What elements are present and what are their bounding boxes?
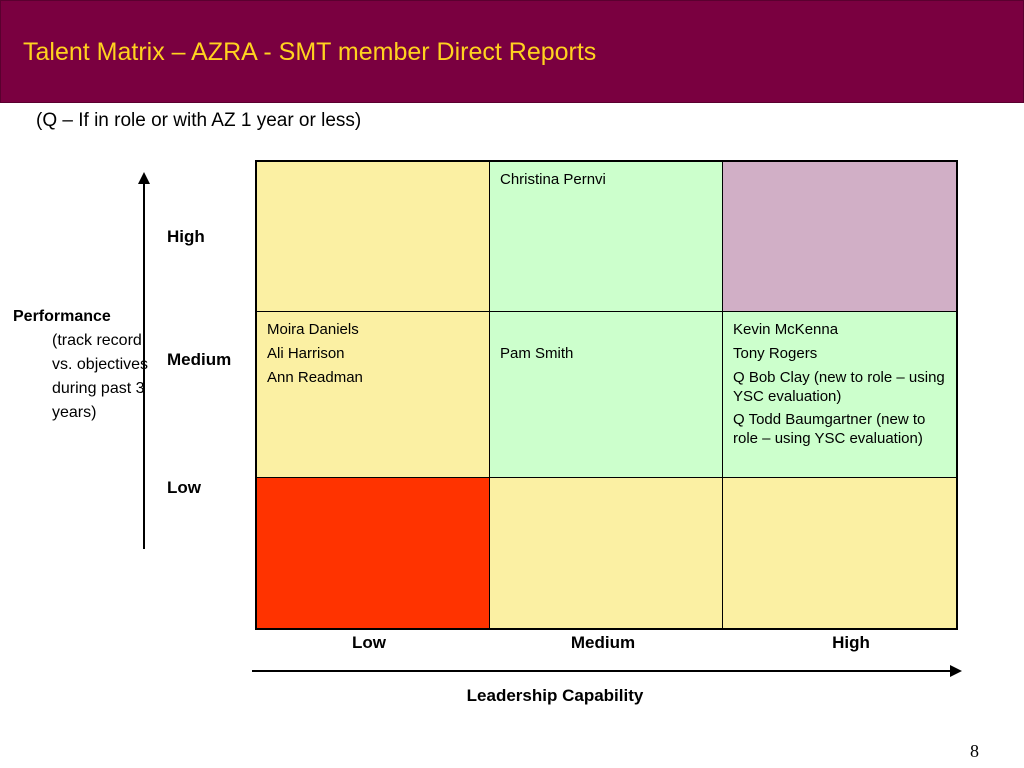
matrix-cell-low-perf-high-lead (723, 478, 956, 628)
y-axis-label: Performance (track record vs. objectives… (13, 305, 152, 425)
matrix-cell-high-perf-medium-lead: Christina Pernvi (490, 162, 723, 312)
employee-name: Kevin McKenna (733, 321, 839, 338)
employee-name: Pam Smith (500, 345, 574, 362)
x-axis-title: Leadership Capability (466, 686, 644, 705)
employee-name: Moira Daniels (267, 321, 359, 338)
matrix-cell-low-perf-medium-lead (490, 478, 723, 628)
x-axis-line (252, 670, 952, 672)
y-axis-line (143, 183, 145, 549)
page-number: 8 (970, 741, 979, 761)
matrix-cell-medium-perf-high-lead: Kevin McKenna Tony Rogers Q Bob Clay (new … (723, 312, 956, 478)
col-label-high: High (832, 633, 870, 652)
talent-matrix-grid: Christina Pernvi Moira Daniels Ali Harriso… (255, 160, 958, 630)
employee-name: Ann Readman (267, 369, 363, 386)
matrix-cell-medium-perf-low-lead: Moira Daniels Ali Harrison Ann Readman (257, 312, 490, 478)
employee-name: Christina Pernvi (500, 171, 606, 188)
slide-title: Talent Matrix – AZRA - SMT member Direct… (23, 38, 597, 66)
matrix-cell-medium-perf-medium-lead: Pam Smith (490, 312, 723, 478)
title-bar: Talent Matrix – AZRA - SMT member Direct… (0, 0, 1024, 103)
employee-name: Ali Harrison (267, 345, 345, 362)
col-label-medium: Medium (570, 633, 636, 652)
row-label-high: High (167, 227, 205, 246)
col-label-low: Low (352, 633, 386, 652)
employee-name: Q Bob Clay (new to role – using YSC eval… (733, 369, 945, 405)
y-axis-arrow-icon (138, 172, 150, 184)
matrix-cell-high-perf-high-lead (723, 162, 956, 312)
employee-name: Q Todd Baumgartner (new to role – using … (733, 411, 926, 447)
slide-subtitle: (Q – If in role or with AZ 1 year or les… (36, 110, 362, 131)
y-axis-description: (track record vs. objectives during past… (52, 332, 149, 421)
matrix-cell-low-perf-low-lead (257, 478, 490, 628)
row-label-medium: Medium (167, 350, 232, 369)
row-label-low: Low (167, 478, 201, 497)
matrix-cell-high-perf-low-lead (257, 162, 490, 312)
employee-name: Tony Rogers (733, 345, 818, 362)
y-axis-title: Performance (13, 308, 111, 325)
x-axis-arrow-icon (950, 665, 962, 677)
